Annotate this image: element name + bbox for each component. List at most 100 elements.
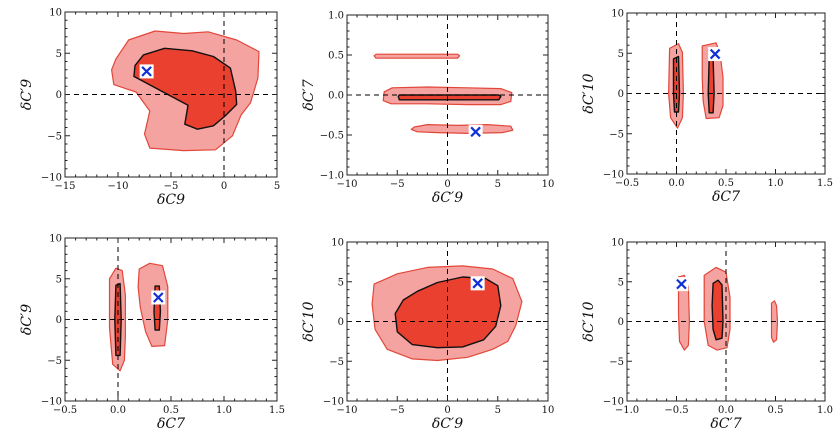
panel-2-y-tick: 0.5 [328,51,344,62]
panel-4: −0.5 0.0 0.5 1.0 1.5 −10 −5 0 5 10 δC7 δ… [19,234,285,433]
confidence-region-inner [711,279,724,341]
panel-1-y-tick: −5 [47,131,62,142]
panel-6-x-tick: −0.5 [664,405,688,416]
panel-1-y-tick: −10 [41,173,62,184]
panel-2-x-tick: 10 [542,179,555,190]
panel-1: −15 −10 −5 0 5 −10 −5 0 5 10 δC9 δC′9 [19,8,280,209]
panel-4-x-ticks: −0.5 0.0 0.5 1.0 1.5 [53,238,285,416]
panel-4-y-axis-label: δC′9 [19,304,35,335]
panel-2-x-axis-label: δC′9 [432,190,463,206]
panel-5-x-tick: −5 [390,405,405,416]
panel-5-y-ticks: −10 −5 0 5 10 [323,238,548,408]
panel-2-y-tick: 0.0 [328,91,344,102]
panel-5-x-tick: 0 [444,405,450,416]
panel-1-x-ticks: −15 −10 −5 0 5 [54,12,280,192]
panel-6-y-tick: −10 [603,397,624,408]
panel-1-x-tick: −10 [107,181,128,192]
panel-4-y-tick: −10 [41,397,62,408]
panel-4-y-tick: 0 [56,315,62,326]
confidence-region-inner [397,94,502,101]
panel-2-x-tick: −5 [390,179,405,190]
panel-3-x-tick: 1.0 [768,178,784,189]
panel-5-y-tick: 5 [338,277,344,288]
panel-1-x-tick: 5 [274,181,280,192]
cross-icon [141,66,152,77]
panel-3-x-tick: 0.0 [669,178,685,189]
best-fit-marker [151,290,166,305]
best-fit-marker [139,64,154,79]
panel-3-y-ticks: −10 −5 0 5 10 [603,9,825,181]
panel-5-y-tick: 10 [331,238,344,249]
panel-6-y-ticks: −10 −5 0 5 10 [603,238,825,408]
panel-6-x-axis-label: δC′7 [710,416,741,432]
panel-5-x-tick: −10 [336,405,357,416]
cross-icon [676,278,687,290]
panel-1-y-axis-label: δC′9 [19,79,35,110]
panel-4-x-tick: 0.0 [110,405,126,416]
panel-1-x-tick: 0 [221,181,227,192]
panel-2-y-tick: −1.0 [320,171,344,182]
panel-6-x-tick: 0.5 [768,405,784,416]
panel-5-y-tick: −5 [329,357,344,368]
confidence-region-outer [410,124,514,134]
best-fit-marker [674,277,689,292]
cross-icon [472,278,483,289]
best-fit-marker [470,276,485,291]
panel-3-y-tick: 5 [618,49,624,60]
panel-3-x-axis-label: δC7 [712,189,740,205]
panel-1-y-ticks: −10 −5 0 5 10 [41,8,277,184]
panel-2-plot-area [347,15,548,175]
panel-1-plot-area [65,12,277,177]
panel-2-x-tick: 5 [495,179,501,190]
cross-icon [470,126,481,138]
panel-5-y-axis-label: δC′10 [301,301,317,341]
panel-1-y-tick: 5 [56,49,62,60]
panel-3-y-tick: 10 [611,9,624,20]
panel-3-y-tick: 0 [618,89,624,100]
cross-icon [709,48,721,60]
panel-3: −0.5 0.0 0.5 1.0 1.5 −10 −5 0 5 10 δC7 δ… [581,9,833,206]
confidence-region-inner [394,276,502,349]
panel-5-x-ticks: −10 −5 0 5 10 [336,242,554,416]
panel-4-y-tick: 10 [49,234,62,245]
panel-6-x-tick: −1.0 [615,405,639,416]
panel-6-x-tick: 1.0 [817,405,833,416]
panel-6-plot-area [627,242,825,401]
panel-5-x-tick: 10 [542,405,555,416]
panel-3-y-tick: −5 [609,129,624,140]
best-fit-marker [468,124,483,139]
panel-4-y-tick: 5 [56,274,62,285]
panel-2-y-tick: −0.5 [320,131,344,142]
panel-6-y-tick: 0 [618,317,624,328]
panel-6: −1.0 −0.5 0.0 0.5 1.0 −10 −5 0 5 10 δC′7… [581,238,833,433]
panel-2-y-axis-label: δC′7 [301,79,317,110]
panel-5: −10 −5 0 5 10 −10 −5 0 5 10 δC′9 δC′10 [301,238,554,433]
panel-1-y-tick: 10 [49,8,62,19]
panel-3-x-tick: −0.5 [615,178,639,189]
panel-1-x-axis-label: δC9 [157,192,185,208]
panel-3-x-tick: 1.5 [817,178,833,189]
confidence-region-inner [707,56,715,114]
panel-6-y-tick: −5 [609,357,624,368]
panel-3-y-axis-label: δC′10 [581,73,597,113]
panel-5-x-axis-label: δC′9 [432,416,463,432]
best-fit-marker [708,47,723,62]
panel-4-x-tick: 1.5 [269,405,285,416]
panel-6-x-ticks: −1.0 −0.5 0.0 0.5 1.0 [615,242,833,416]
panel-4-x-tick: −0.5 [53,405,77,416]
panel-5-plot-area [347,242,548,401]
panel-1-x-tick: −5 [164,181,179,192]
panel-2-x-tick: −10 [336,179,357,190]
panel-5-y-tick: 0 [338,317,344,328]
panel-2-y-ticks: −1.0 −0.5 0.0 0.5 1.0 [320,11,548,182]
panel-4-y-tick: −5 [47,356,62,367]
confidence-region-outer [373,53,461,59]
panel-4-x-axis-label: δC7 [157,416,185,432]
panel-2: −10 −5 0 5 10 −1.0 −0.5 0.0 0.5 1.0 δC′9… [301,11,554,207]
panel-1-x-tick: −15 [54,181,75,192]
panel-6-y-tick: 5 [618,277,624,288]
panel-5-x-tick: 5 [495,405,501,416]
confidence-region-inner [133,47,238,130]
panel-5-y-tick: −10 [323,397,344,408]
